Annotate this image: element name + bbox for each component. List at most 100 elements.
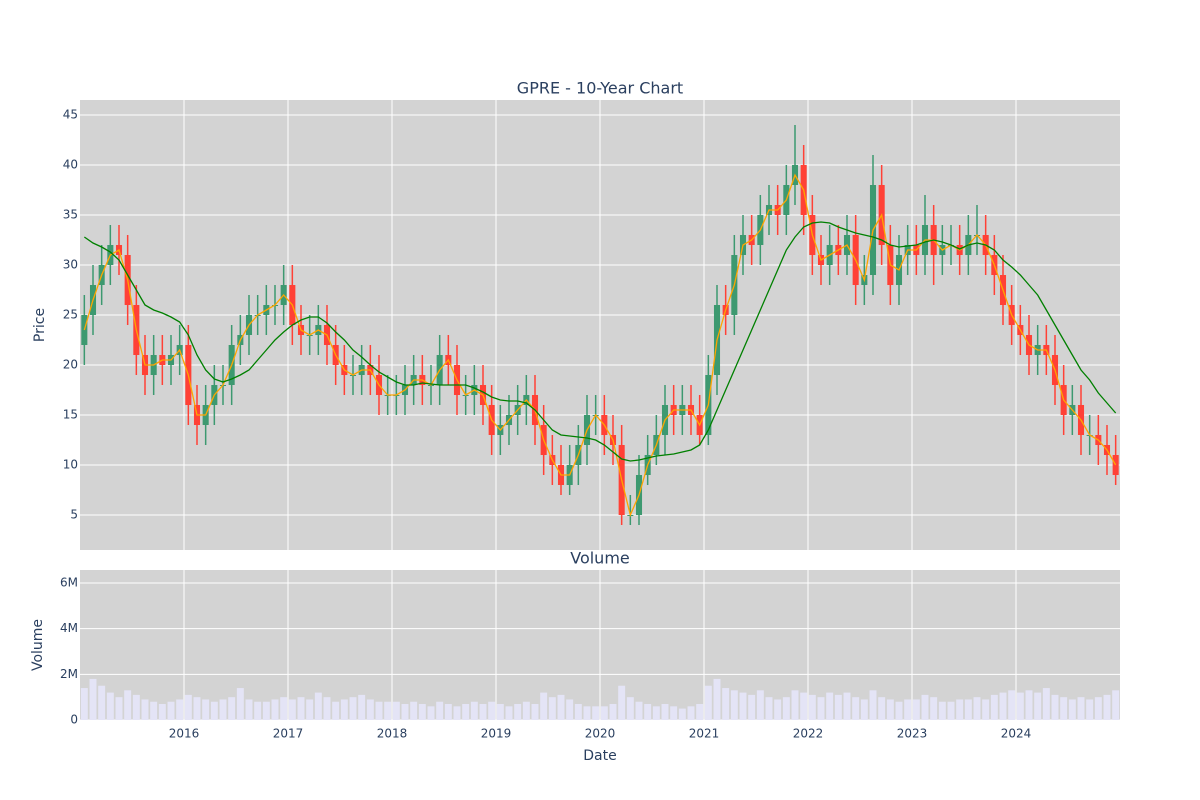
volume-bar (574, 704, 582, 720)
y-axis-label: Price (32, 308, 48, 342)
volume-bar (410, 701, 418, 720)
volume-bar (999, 692, 1007, 720)
y-tick-label: 2M (60, 667, 78, 681)
volume-bar (670, 706, 678, 720)
y-tick-label: 15 (63, 408, 78, 422)
volume-bar (479, 704, 487, 720)
volume-bar (271, 699, 279, 720)
volume-bar (557, 694, 565, 720)
volume-bar (1060, 697, 1068, 720)
volume-bar (947, 701, 955, 720)
volume-bar (488, 701, 496, 720)
volume-bar (210, 701, 218, 720)
x-tick-label: 2016 (169, 727, 200, 741)
volume-bar (1051, 694, 1059, 720)
moving-average-line (83, 173, 1117, 518)
volume-bar (661, 704, 669, 720)
volume-bar (1008, 690, 1016, 720)
volume-bar (176, 699, 184, 720)
volume-bar (696, 704, 704, 720)
volume-bar (687, 706, 695, 720)
volume-bar (462, 704, 470, 720)
volume-bar (401, 704, 409, 720)
volume-bar (982, 699, 990, 720)
x-tick-label: 2023 (897, 727, 928, 741)
volume-bar (860, 699, 868, 720)
volume-bar (1103, 694, 1111, 720)
volume-bar (531, 704, 539, 720)
volume-bar (1077, 697, 1085, 720)
volume-bar (748, 694, 756, 720)
volume-bar (505, 706, 513, 720)
volume-bar (566, 699, 574, 720)
volume-bar (392, 701, 400, 720)
volume-bar (314, 692, 322, 720)
volume-bar (340, 699, 348, 720)
y-tick-label: 4M (60, 621, 78, 635)
volume-bar (89, 678, 97, 720)
x-tick-label: 2018 (377, 727, 408, 741)
volume-bar (167, 701, 175, 720)
volume-bar (332, 701, 340, 720)
volume-bar (280, 697, 288, 720)
volume-bar (80, 688, 88, 720)
volume-bar (150, 701, 158, 720)
volume-bar (124, 690, 132, 720)
volume-bar (540, 692, 548, 720)
volume-bar (106, 692, 114, 720)
volume-bar (956, 699, 964, 720)
volume-bar (1112, 690, 1120, 720)
volume-bar (202, 699, 210, 720)
y-tick-label: 6M (60, 576, 78, 590)
volume-bar (756, 690, 764, 720)
volume-bar (713, 678, 721, 720)
volume-bar (583, 706, 591, 720)
volume-bar (1068, 699, 1076, 720)
volume-bar (262, 701, 270, 720)
volume-bar (592, 706, 600, 720)
volume-bar (895, 701, 903, 720)
volume-bar (514, 704, 522, 720)
volume-bar (219, 699, 227, 720)
volume-bar (184, 694, 192, 720)
x-tick-label: 2024 (1001, 727, 1032, 741)
volume-bar (254, 701, 262, 720)
y-tick-label: 0 (70, 713, 78, 727)
volume-bar (808, 694, 816, 720)
volume-bar (1094, 697, 1102, 720)
volume-bar (635, 701, 643, 720)
volume-bar (722, 688, 730, 720)
volume-bar (600, 706, 608, 720)
volume-bar (1086, 699, 1094, 720)
x-axis-label: Date (583, 748, 616, 764)
volume-bar (930, 697, 938, 720)
x-tick-label: 2022 (793, 727, 824, 741)
volume-bar (938, 701, 946, 720)
volume-bar (834, 694, 842, 720)
volume-bar (366, 699, 374, 720)
volume-bar (800, 692, 808, 720)
volume-bar (245, 699, 253, 720)
volume-bar (1034, 692, 1042, 720)
volume-bar (418, 704, 426, 720)
y-tick-label: 35 (63, 208, 78, 222)
volume-bar (228, 697, 236, 720)
volume-bar (644, 704, 652, 720)
volume-bar (384, 701, 392, 720)
volume-bar (852, 697, 860, 720)
volume-bar (323, 697, 331, 720)
volume-bar (826, 692, 834, 720)
volume-bar (782, 697, 790, 720)
volume-bar (626, 697, 634, 720)
x-tick-label: 2019 (481, 727, 512, 741)
volume-bar (548, 697, 556, 720)
y-tick-label: 30 (63, 258, 78, 272)
volume-bar (1042, 688, 1050, 720)
volume-bar (765, 697, 773, 720)
volume-bar (869, 690, 877, 720)
volume-bar (436, 701, 444, 720)
y-tick-label: 45 (63, 108, 78, 122)
y-tick-label: 10 (63, 458, 78, 472)
volume-bar (297, 697, 305, 720)
